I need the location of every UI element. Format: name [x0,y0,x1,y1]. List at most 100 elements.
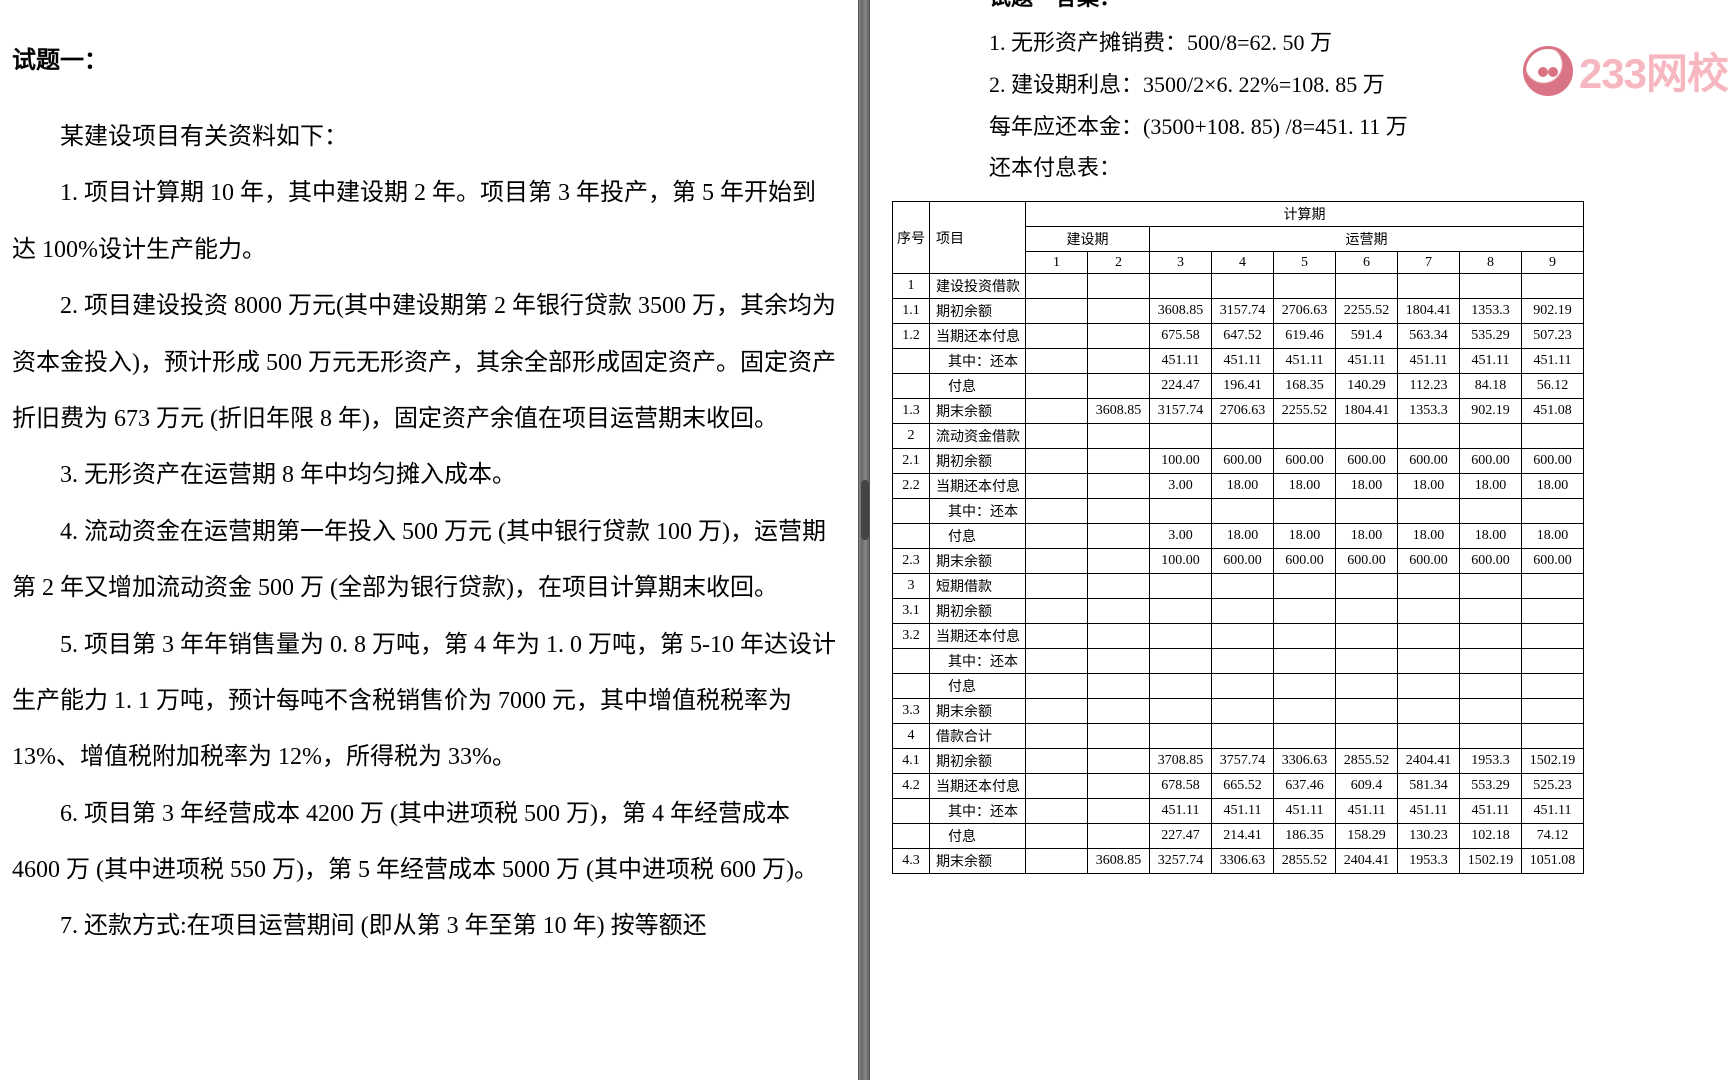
table-row: 付息 [893,674,1584,699]
cell: 1353.3 [1398,399,1460,424]
cell [1336,699,1398,724]
cell: 647.52 [1212,324,1274,349]
table-row: 其中：还本451.11451.11451.11451.11451.11451.1… [893,349,1584,374]
cell [1460,699,1522,724]
question-para: 1. 项目计算期 10 年，其中建设期 2 年。项目第 3 年投产，第 5 年开… [12,165,838,278]
row-name: 期末余额 [930,549,1026,574]
cell [1336,724,1398,749]
table-row: 其中：还本 [893,649,1584,674]
cell [1212,274,1274,299]
watermark: 233网校 [1523,40,1728,101]
row-index: 2.1 [893,449,930,474]
col-year: 2 [1088,252,1150,274]
cell [1026,749,1088,774]
cell [1088,574,1150,599]
cell: 3257.74 [1150,849,1212,874]
cell: 1804.41 [1336,399,1398,424]
cell [1336,574,1398,599]
row-name: 付息 [930,374,1026,399]
cell [1460,624,1522,649]
cell: 591.4 [1336,324,1398,349]
cell: 18.00 [1212,524,1274,549]
cell [1522,699,1584,724]
cell: 3.00 [1150,474,1212,499]
table-row: 付息224.47196.41168.35140.29112.2384.1856.… [893,374,1584,399]
row-name: 期初余额 [930,449,1026,474]
row-name: 借款合计 [930,724,1026,749]
cell [1274,599,1336,624]
cell: 56.12 [1522,374,1584,399]
row-name: 期末余额 [930,699,1026,724]
cell [1026,774,1088,799]
table-row: 3.3期末余额 [893,699,1584,724]
cell [1088,499,1150,524]
cell: 902.19 [1522,299,1584,324]
cell [1088,424,1150,449]
cell: 451.11 [1460,799,1522,824]
cell: 3157.74 [1212,299,1274,324]
cell: 100.00 [1150,549,1212,574]
cell: 665.52 [1212,774,1274,799]
cell: 581.34 [1398,774,1460,799]
row-index [893,674,930,699]
cell: 18.00 [1460,474,1522,499]
col-year: 8 [1460,252,1522,274]
cell [1088,724,1150,749]
question-para: 4. 流动资金在运营期第一年投入 500 万元 (其中银行贷款 100 万)，运… [12,504,838,617]
col-period: 计算期 [1026,202,1584,227]
scroll-thumb[interactable] [861,480,869,540]
cell: 1953.3 [1398,849,1460,874]
cell: 2404.41 [1398,749,1460,774]
cell: 227.47 [1150,824,1212,849]
cell [1398,424,1460,449]
question-para: 7. 还款方式:在项目运营期间 (即从第 3 年至第 10 年) 按等额还 [12,898,838,954]
cell: 637.46 [1274,774,1336,799]
question-title: 试题一： [12,40,838,75]
row-name: 期末余额 [930,399,1026,424]
cell: 2706.63 [1212,399,1274,424]
row-name: 短期借款 [930,574,1026,599]
cell: 600.00 [1398,549,1460,574]
table-row: 1建设投资借款 [893,274,1584,299]
row-name: 付息 [930,824,1026,849]
cell [1088,324,1150,349]
row-index: 4.2 [893,774,930,799]
cell: 451.11 [1336,349,1398,374]
cell [1026,474,1088,499]
cell: 1502.19 [1522,749,1584,774]
cell [1026,599,1088,624]
col-year: 4 [1212,252,1274,274]
row-index: 4.3 [893,849,930,874]
cell: 600.00 [1460,549,1522,574]
cell: 1051.08 [1522,849,1584,874]
cell [1398,624,1460,649]
cell [1274,649,1336,674]
cell [1460,274,1522,299]
cell [1398,499,1460,524]
col-year: 9 [1522,252,1584,274]
row-name: 当期还本付息 [930,324,1026,349]
row-name: 期初余额 [930,599,1026,624]
table-row: 2流动资金借款 [893,424,1584,449]
cell [1460,574,1522,599]
cell [1336,599,1398,624]
cell: 609.4 [1336,774,1398,799]
row-name: 当期还本付息 [930,774,1026,799]
table-body: 1建设投资借款1.1期初余额3608.853157.742706.632255.… [893,274,1584,874]
cell: 3757.74 [1212,749,1274,774]
cell [1274,699,1336,724]
mascot-icon [1523,46,1573,96]
right-page: 233网校 试题一答案： 1. 无形资产摊销费：500/8=62. 50 万 2… [870,0,1728,1080]
cell: 600.00 [1460,449,1522,474]
row-index: 1.2 [893,324,930,349]
cell [1336,499,1398,524]
cell: 18.00 [1274,474,1336,499]
table-row: 其中：还本451.11451.11451.11451.11451.11451.1… [893,799,1584,824]
cell: 18.00 [1336,474,1398,499]
cell [1212,574,1274,599]
cell: 451.11 [1398,799,1460,824]
cell [1026,849,1088,874]
cell: 451.11 [1522,349,1584,374]
cell: 3157.74 [1150,399,1212,424]
cell: 451.11 [1336,799,1398,824]
